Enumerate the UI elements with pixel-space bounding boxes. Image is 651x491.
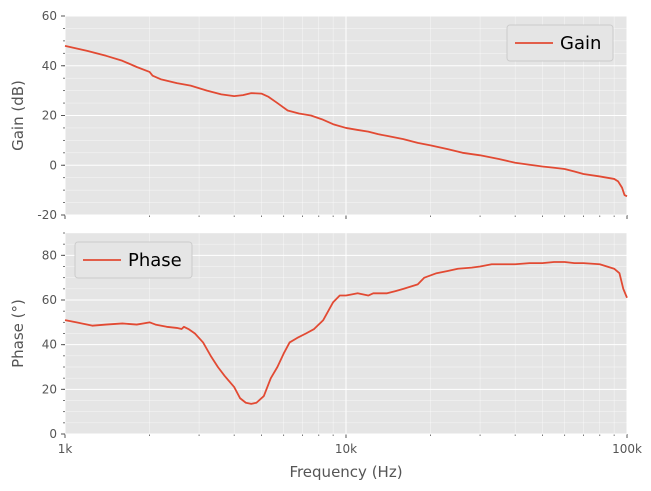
y-tick-label: 60	[42, 9, 57, 23]
legend: Phase	[74, 241, 193, 279]
x-tick-label: 100k	[612, 442, 642, 456]
series-line-gain	[64, 44, 628, 198]
x-tick-label: 10k	[335, 442, 357, 456]
series-line-phase	[64, 261, 628, 405]
legend-box	[74, 241, 193, 279]
legend-box	[506, 24, 614, 62]
x-axis-title: Frequency (Hz)	[289, 463, 402, 481]
y-tick-label: 0	[49, 427, 57, 441]
y-tick-label: -20	[37, 208, 57, 222]
y-axis-title: Phase (°)	[9, 299, 27, 368]
y-tick-label: 20	[42, 382, 57, 396]
legend-label: Phase	[128, 250, 182, 271]
phase-panel: 1k 10k 100k 0 20 40 60 80 Phase Phase (°) Frequenc…	[9, 232, 642, 481]
y-axis-title: Gain (dB)	[9, 80, 27, 151]
y-tick-label: 80	[42, 248, 57, 262]
legend-label: Gain	[560, 33, 601, 54]
x-tick-label: 1k	[58, 442, 73, 456]
y-tick-label: 20	[42, 109, 57, 123]
y-tick-label: 40	[42, 338, 57, 352]
y-tick-label: 0	[49, 158, 57, 172]
gain-panel: -20 0 20 40 60 Gain Gain (dB)	[9, 9, 628, 222]
y-tick-label: 40	[42, 59, 57, 73]
legend: Gain	[506, 24, 614, 62]
y-tick-label: 60	[42, 293, 57, 307]
